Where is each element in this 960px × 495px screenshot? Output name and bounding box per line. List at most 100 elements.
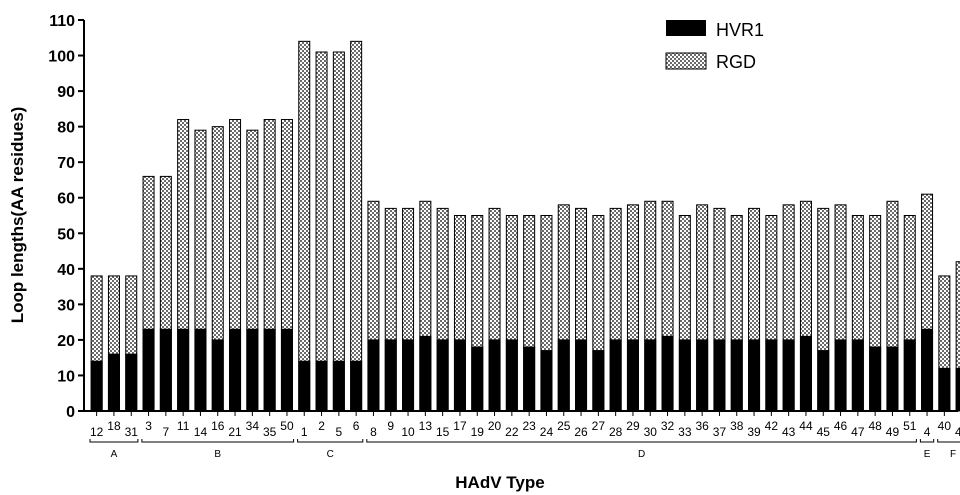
bar-hvr1-30 — [644, 339, 657, 412]
y-tick-label-70: 70 — [57, 155, 75, 172]
group-label-A: A — [111, 449, 118, 460]
bar-hvr1-38 — [730, 339, 743, 412]
x-tick-label-38: 38 — [730, 419, 744, 433]
bar-hvr1-27 — [592, 350, 605, 412]
group-bracket-B — [141, 439, 295, 443]
x-tick-label-37: 37 — [713, 425, 727, 439]
bar-hvr1-26 — [575, 339, 588, 412]
x-tick-label-8: 8 — [370, 425, 377, 439]
bar-hvr1-22 — [505, 339, 518, 412]
x-tick-label-36: 36 — [695, 419, 709, 433]
group-bracket-C — [297, 439, 364, 443]
group-label-E: E — [924, 449, 931, 460]
x-tick-label-11: 11 — [177, 419, 190, 433]
y-axis-title: Loop lengths(AA residues) — [8, 107, 27, 324]
axes-layer — [78, 19, 958, 416]
x-tick-label-29: 29 — [626, 419, 640, 433]
x-tick-label-16: 16 — [211, 419, 225, 433]
y-tick-label-90: 90 — [57, 84, 75, 101]
bar-hvr1-48 — [869, 346, 882, 412]
x-tick-labels: 12 18 31 3 7 11 14 16 21 34 35 50 1 2 5 6 8 9 10 13 15 17 19 20… — [90, 419, 960, 439]
bar-hvr1-17 — [453, 339, 466, 412]
bar-hvr1-14 — [194, 328, 207, 412]
x-tick-label-17: 17 — [453, 419, 467, 433]
group-bracket-E — [919, 439, 935, 443]
bar-hvr1-46 — [834, 339, 847, 412]
x-tick-label-18: 18 — [107, 419, 121, 433]
x-tick-label-45: 45 — [817, 425, 831, 439]
y-tick-label-50: 50 — [57, 226, 75, 243]
bar-hvr1-31 — [125, 353, 138, 412]
y-tick-label-100: 100 — [48, 49, 75, 66]
bar-hvr1-49 — [886, 346, 899, 412]
x-tick-label-9: 9 — [387, 419, 394, 433]
bar-hvr1-34 — [246, 328, 259, 412]
x-tick-label-49: 49 — [886, 425, 900, 439]
y-tick-label-60: 60 — [57, 191, 75, 208]
bar-hvr1-2 — [315, 360, 328, 412]
x-tick-label-33: 33 — [678, 425, 692, 439]
bar-rgd-41 — [955, 261, 960, 412]
x-tick-label-14: 14 — [194, 425, 208, 439]
y-tick-label-20: 20 — [57, 333, 75, 350]
bar-rgd-1 — [298, 40, 311, 412]
legend-swatch-rgd — [665, 52, 707, 70]
bar-hvr1-47 — [851, 339, 864, 412]
x-tick-label-20: 20 — [488, 419, 502, 433]
x-tick-label-4: 4 — [924, 425, 931, 439]
y-tick-label-0: 0 — [66, 404, 75, 421]
bar-hvr1-11 — [177, 328, 190, 412]
group-label-D: D — [638, 449, 645, 460]
bar-rgd-2 — [315, 51, 328, 412]
bar-hvr1-3 — [142, 328, 155, 412]
bar-hvr1-13 — [419, 335, 432, 412]
x-tick-label-27: 27 — [592, 419, 606, 433]
legend-swatch-hvr1 — [666, 20, 706, 36]
bar-hvr1-25 — [557, 339, 570, 412]
x-tick-label-40: 40 — [938, 419, 952, 433]
x-tick-label-48: 48 — [868, 419, 882, 433]
group-bracket-A — [89, 439, 139, 443]
bar-hvr1-51 — [903, 339, 916, 412]
y-tick-label-10: 10 — [57, 368, 75, 385]
bar-rgd-6 — [350, 40, 363, 412]
x-tick-label-34: 34 — [246, 419, 260, 433]
x-tick-label-1: 1 — [301, 425, 308, 439]
bar-hvr1-44 — [799, 335, 812, 412]
group-label-F: F — [950, 449, 956, 460]
y-tick-label-40: 40 — [57, 262, 75, 279]
bar-hvr1-43 — [782, 339, 795, 412]
x-tick-label-39: 39 — [747, 425, 761, 439]
x-tick-label-19: 19 — [471, 425, 485, 439]
x-tick-label-47: 47 — [851, 425, 865, 439]
x-tick-label-5: 5 — [336, 425, 343, 439]
bar-hvr1-32 — [661, 335, 674, 412]
bar-hvr1-28 — [609, 339, 622, 412]
bar-hvr1-36 — [696, 339, 709, 412]
x-tick-label-30: 30 — [644, 425, 658, 439]
legend-label-rgd: RGD — [716, 52, 756, 72]
x-tick-label-10: 10 — [401, 425, 415, 439]
x-tick-label-13: 13 — [419, 419, 433, 433]
x-tick-label-21: 21 — [228, 425, 242, 439]
bar-hvr1-15 — [436, 339, 449, 412]
x-tick-label-31: 31 — [125, 425, 139, 439]
group-brackets: A B C D E F — [89, 439, 960, 460]
x-tick-label-22: 22 — [505, 425, 519, 439]
x-tick-label-42: 42 — [765, 419, 779, 433]
x-tick-label-12: 12 — [90, 425, 104, 439]
y-tick-labels: 0 10 20 30 40 50 60 70 80 90 100 110 — [48, 13, 75, 421]
legend: HVR1 RGD — [665, 20, 764, 72]
x-tick-label-50: 50 — [280, 419, 294, 433]
bar-hvr1-29 — [626, 339, 639, 412]
bar-hvr1-33 — [678, 339, 691, 412]
bar-hvr1-35 — [263, 328, 276, 412]
bars-layer — [90, 40, 960, 412]
bar-hvr1-21 — [229, 328, 242, 412]
bar-hvr1-10 — [402, 339, 415, 412]
bar-hvr1-42 — [765, 339, 778, 412]
y-tick-label-30: 30 — [57, 297, 75, 314]
bar-hvr1-8 — [367, 339, 380, 412]
x-tick-label-28: 28 — [609, 425, 623, 439]
bar-hvr1-50 — [280, 328, 293, 412]
